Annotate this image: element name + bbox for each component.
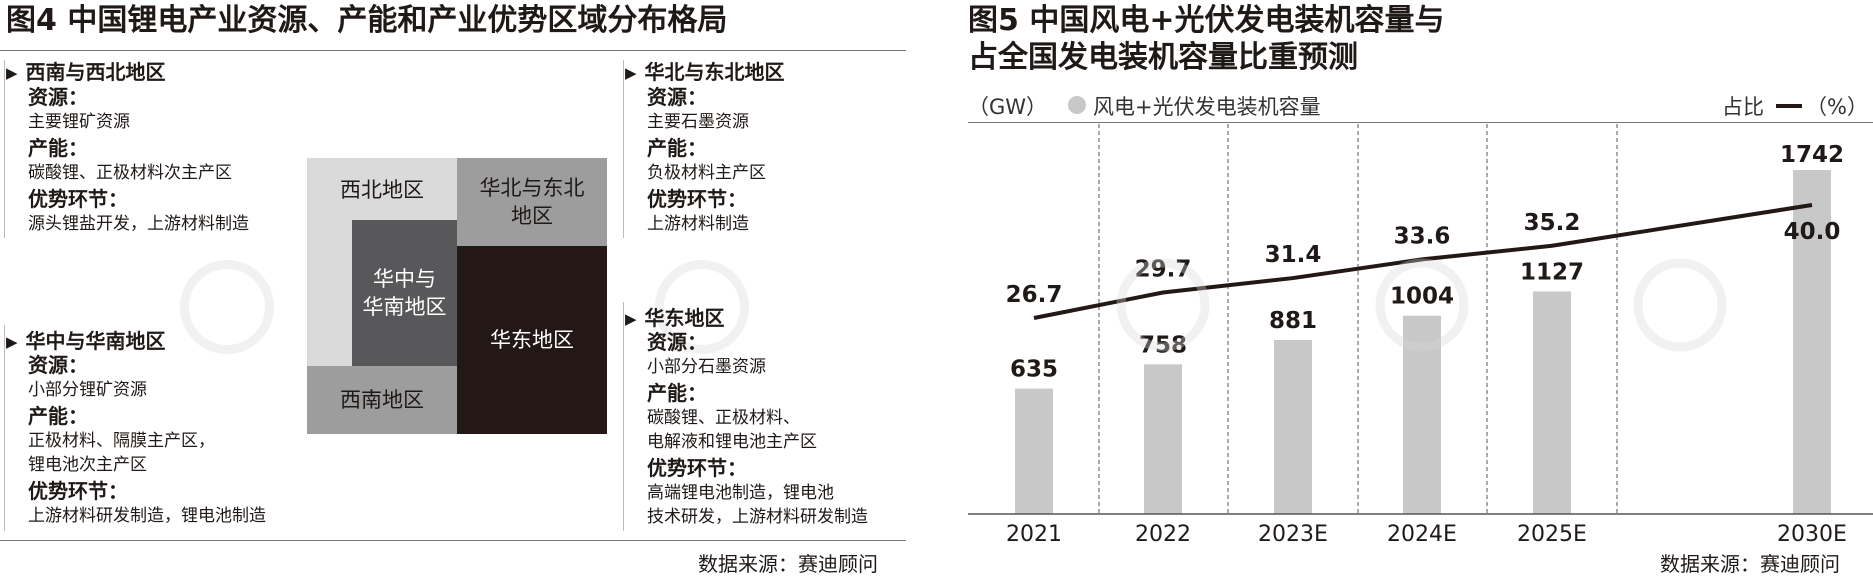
bar-value-label: 635	[1010, 357, 1058, 383]
left-unit-label: （GW）	[968, 95, 1048, 119]
map-block-north-northeast: 华北与东北 地区	[457, 158, 607, 246]
capacity-value: 碳酸锂、正极材料次主产区	[28, 163, 232, 183]
advantage-value: 技术研发，上游材料研发制造	[647, 507, 868, 527]
fig4-title-rule	[0, 50, 906, 51]
line-value-label: 26.7	[1006, 282, 1063, 308]
divider-line	[623, 60, 624, 238]
advantage-label: 优势环节：	[647, 456, 747, 480]
bar-2023E	[1274, 340, 1312, 514]
resource-label: 资源：	[28, 85, 88, 109]
fig5-title-line1: 图5 中国风电+光伏发电装机容量与	[968, 3, 1445, 38]
advantage-value: 高端锂电池制造，锂电池	[647, 483, 834, 503]
divider-line	[4, 325, 5, 531]
line-value-label: 33.6	[1394, 223, 1451, 249]
advantage-label: 优势环节：	[647, 187, 747, 211]
divider-line	[623, 302, 624, 531]
resource-label: 资源：	[647, 85, 707, 109]
line-value-label: 35.2	[1524, 210, 1581, 236]
bar-value-label: 1127	[1520, 259, 1584, 285]
capacity-value: 正极材料、隔膜主产区，	[28, 431, 215, 451]
fig5-title-line2: 占全国发电装机容量比重预测	[968, 40, 1358, 75]
capacity-label: 产能：	[28, 136, 88, 160]
x-tick-label: 2030E	[1777, 522, 1847, 547]
resource-value: 小部分石墨资源	[647, 357, 766, 377]
resource-value: 小部分锂矿资源	[28, 380, 147, 400]
bar-2025E	[1533, 291, 1571, 514]
map-block-central-south: 华中与 华南地区	[352, 220, 457, 366]
capacity-value: 电解液和锂电池主产区	[647, 432, 817, 452]
bar-2024E	[1403, 315, 1441, 514]
capacity-value: 碳酸锂、正极材料、	[647, 408, 800, 428]
fig4-title: 图4 中国锂电产业资源、产能和产业优势区域分布格局	[6, 3, 728, 38]
x-tick-label: 2024E	[1387, 522, 1457, 547]
region-details: 资源： 主要石墨资源 产能： 负极材料主产区 优势环节： 上游材料制造	[647, 85, 917, 238]
bar-2021	[1015, 388, 1053, 514]
bar-value-label: 758	[1139, 332, 1187, 358]
x-tick-label: 2025E	[1517, 522, 1587, 547]
x-tick-label: 2023E	[1258, 522, 1328, 547]
legend-bar-marker	[1068, 96, 1086, 114]
region-heading: ▶ 华东地区	[625, 306, 725, 330]
region-heading: ▶ 华中与华南地区	[6, 329, 166, 353]
region-details: 资源： 小部分锂矿资源 产能： 正极材料、隔膜主产区， 锂电池次主产区 优势环节…	[28, 353, 298, 530]
x-tick-label: 2021	[1006, 522, 1062, 547]
watermark-logo	[1375, 258, 1469, 352]
watermark-logo	[180, 260, 274, 354]
region-details: 资源： 小部分石墨资源 产能： 碳酸锂、正极材料、 电解液和锂电池主产区 优势环…	[647, 330, 917, 531]
line-value-label: 29.7	[1135, 257, 1192, 283]
capacity-value: 负极材料主产区	[647, 163, 766, 183]
fig4-source: 数据来源：赛迪顾问	[698, 552, 878, 576]
region-heading: ▶ 华北与东北地区	[625, 60, 785, 84]
region-heading: ▶ 西南与西北地区	[6, 60, 166, 84]
watermark-logo	[1633, 258, 1727, 352]
resource-label: 资源：	[647, 330, 707, 354]
line-value-label: 31.4	[1265, 242, 1322, 268]
watermark-logo	[1116, 258, 1210, 352]
resource-value: 主要石墨资源	[647, 112, 749, 132]
bar-value-label: 1742	[1780, 142, 1844, 168]
watermark-logo	[655, 260, 749, 354]
map-block-southwest: 西南地区	[307, 366, 457, 434]
region-details: 资源： 主要锂矿资源 产能： 碳酸锂、正极材料次主产区 优势环节： 源头锂盐开发…	[28, 85, 298, 238]
bar-value-label: 881	[1269, 308, 1317, 334]
legend-bar-label: 风电+光伏发电装机容量	[1093, 95, 1321, 119]
fig5-legend-rule	[968, 122, 1873, 123]
capacity-label: 产能：	[28, 404, 88, 428]
right-unit-label: （%）	[1806, 95, 1868, 119]
bar-value-label: 1004	[1390, 284, 1454, 310]
fig4-bottom-rule	[0, 540, 906, 541]
resource-value: 主要锂矿资源	[28, 112, 130, 132]
fig5-source: 数据来源：赛迪顾问	[1660, 552, 1840, 576]
map-block-east: 华东地区	[457, 246, 607, 434]
advantage-value: 源头锂盐开发，上游材料制造	[28, 214, 249, 234]
share-line	[1033, 203, 1813, 320]
legend-line-label: 占比	[1722, 95, 1764, 119]
advantage-value: 上游材料研发制造，锂电池制造	[28, 506, 266, 526]
divider-line	[4, 60, 5, 238]
bar-2022	[1144, 364, 1182, 514]
advantage-value: 上游材料制造	[647, 214, 749, 234]
capacity-label: 产能：	[647, 381, 707, 405]
advantage-label: 优势环节：	[28, 479, 128, 503]
advantage-label: 优势环节：	[28, 187, 128, 211]
bar-2030E	[1793, 170, 1831, 514]
capacity-value: 锂电池次主产区	[28, 455, 147, 475]
line-value-label: 40.0	[1784, 219, 1841, 245]
legend-line-marker	[1776, 104, 1802, 108]
capacity-label: 产能：	[647, 136, 707, 160]
resource-label: 资源：	[28, 353, 88, 377]
x-tick-label: 2022	[1135, 522, 1191, 547]
